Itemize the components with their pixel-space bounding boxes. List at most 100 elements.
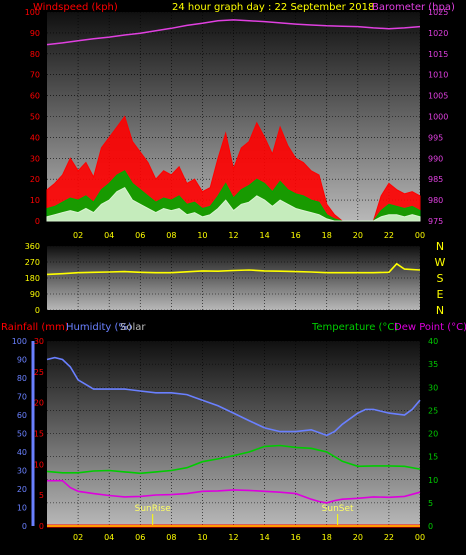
y-tick-label-wind: 50: [30, 113, 40, 122]
y-tick-label-barometer: 1005: [428, 92, 448, 101]
y-tick-label-humidity: 100: [12, 337, 27, 346]
sunset-label: SunSet: [322, 504, 354, 514]
x-tick-label: 02: [73, 533, 83, 542]
y-tick-label-temperature: 15: [428, 453, 438, 462]
humidity-series: [46, 356, 421, 437]
x-tick-label: 00: [415, 533, 425, 542]
y-tick-label-rain: 0: [39, 522, 44, 531]
y-tick-label-wind: 30: [30, 154, 40, 163]
legend-humidity: Humidity (%): [66, 322, 132, 333]
compass-letter: N: [436, 240, 444, 253]
y-tick-label-humidity: 50: [17, 430, 27, 439]
x-tick-label: 10: [197, 533, 207, 542]
x-tick-label: 08: [166, 533, 176, 542]
y-tick-label-humidity: 40: [17, 448, 27, 457]
sunrise-label: SunRise: [135, 504, 172, 514]
x-tick-label: 04: [104, 533, 114, 542]
compass-letter: W: [435, 256, 446, 269]
y-tick-label-rain: 5: [39, 491, 44, 500]
windspeed-label: Windspeed (kph): [33, 2, 118, 13]
x-tick-label: 00: [415, 231, 425, 240]
y-tick-label-barometer: 995: [428, 133, 443, 142]
y-tick-label-humidity: 80: [17, 374, 27, 383]
y-tick-label-rain: 10: [34, 460, 44, 469]
y-tick-label-humidity: 10: [17, 504, 27, 513]
legend-rainfall: Rainfall (mm): [1, 322, 69, 333]
legend-dewpoint: Dew Point (°C): [394, 322, 466, 333]
y-tick-label-barometer: 990: [428, 154, 443, 163]
y-tick-label-temperature: 0: [428, 522, 433, 531]
y-tick-label-wind: 40: [30, 133, 40, 142]
x-tick-label: 02: [73, 231, 83, 240]
x-tick-label: 12: [228, 533, 238, 542]
y-tick-label-barometer: 980: [428, 196, 443, 205]
y-tick-label-barometer: 1015: [428, 50, 448, 59]
barometer-series: [46, 19, 421, 46]
x-tick-label: 14: [259, 533, 269, 542]
minimum-series: [46, 186, 421, 222]
y-tick-label-direction: 360: [25, 242, 40, 251]
y-tick-label-barometer: 985: [428, 175, 443, 184]
compass-letter: E: [437, 288, 444, 301]
y-tick-label-temperature: 35: [428, 360, 438, 369]
legend-solar: Solar: [120, 322, 146, 333]
y-tick-label-temperature: 40: [428, 337, 438, 346]
x-tick-label: 06: [135, 231, 145, 240]
y-tick-label-rain: 30: [34, 337, 44, 346]
solar-baseline: [47, 525, 420, 527]
x-tick-label: 20: [353, 533, 363, 542]
x-tick-label: 14: [259, 231, 269, 240]
x-tick-label: 16: [291, 533, 301, 542]
y-tick-label-barometer: 1000: [428, 113, 448, 122]
wind-direction-panel: 0 90 180 270 360: [25, 242, 421, 315]
x-tick-label: 22: [384, 231, 394, 240]
x-tick-label: 18: [322, 231, 332, 240]
x-tick-label: 18: [322, 533, 332, 542]
barometer-label: Barometer (hpa): [372, 2, 455, 13]
y-tick-label-temperature: 10: [428, 476, 438, 485]
y-tick-label-humidity: 0: [22, 522, 27, 531]
x-tick-label: 10: [197, 231, 207, 240]
y-tick-label-wind: 10: [30, 196, 40, 205]
legend-temperature: Temperature (°C): [311, 322, 398, 333]
y-tick-label-barometer: 1010: [428, 71, 448, 80]
y-tick-label-rain: 25: [34, 368, 44, 377]
y-tick-label-barometer: 975: [428, 217, 443, 226]
wind-barometer-panel: 0102030405060708090100975980985990995100…: [25, 8, 449, 240]
y-tick-label-humidity: 60: [17, 411, 27, 420]
y-tick-label-temperature: 20: [428, 430, 438, 439]
y-tick-label-humidity: 30: [17, 467, 27, 476]
y-tick-label-barometer: 1020: [428, 29, 448, 38]
y-tick-label-wind: 80: [30, 50, 40, 59]
x-tick-label: 20: [353, 231, 363, 240]
y-tick-label-barometer: 1025: [428, 8, 448, 17]
x-tick-label: 12: [228, 231, 238, 240]
y-tick-label-rain: 20: [34, 399, 44, 408]
y-tick-label-temperature: 30: [428, 383, 438, 392]
y-tick-label-wind: 60: [30, 92, 40, 101]
direction-series: [46, 262, 421, 276]
y-tick-label-temperature: 25: [428, 406, 438, 415]
chart-title: 24 hour graph day : 22 September 2018: [172, 2, 374, 13]
y-tick-label-humidity: 70: [17, 393, 27, 402]
y-tick-label-direction: 90: [30, 290, 40, 299]
dewpoint-series: [47, 479, 421, 504]
x-tick-label: 16: [291, 231, 301, 240]
y-tick-label-humidity: 20: [17, 485, 27, 494]
y-tick-label-wind: 20: [30, 175, 40, 184]
y-tick-label-direction: 0: [35, 306, 40, 315]
temperature-series: [46, 444, 421, 475]
x-tick-label: 08: [166, 231, 176, 240]
y-tick-label-direction: 180: [25, 274, 40, 283]
y-tick-label-humidity: 90: [17, 356, 27, 365]
compass-letter: N: [436, 304, 444, 317]
bottom-legend: Rainfall (mm) Humidity (%) Solar Tempera…: [1, 322, 466, 333]
y-tick-label-wind: 90: [30, 29, 40, 38]
temperature-humidity-panel: 0510152025303540010203040506070809010005…: [12, 337, 438, 542]
x-tick-label: 04: [104, 231, 114, 240]
y-tick-label-direction: 270: [25, 258, 40, 267]
x-tick-label: 22: [384, 533, 394, 542]
y-tick-label-temperature: 5: [428, 499, 433, 508]
